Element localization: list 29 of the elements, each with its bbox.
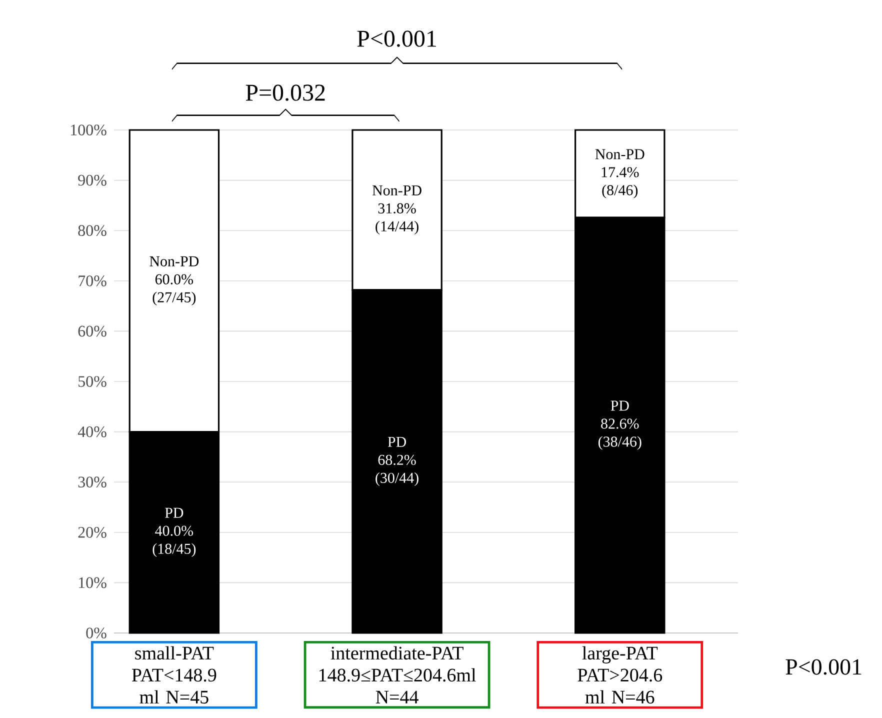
y-tick-label: 50%	[78, 376, 106, 387]
x-tick-label: small-PAT PAT<148.9 ml N=45	[132, 646, 216, 704]
data-label: 31.8% (14/44)	[376, 203, 418, 234]
y-tick-label: 70%	[78, 275, 106, 286]
y-tick-label: 80%	[78, 225, 106, 236]
text: Non-PD	[150, 256, 199, 266]
text: P<0.001	[786, 659, 862, 675]
y-tick-label: 60%	[78, 326, 106, 337]
y-tick-label: 40%	[78, 426, 106, 438]
text: P=0.032	[246, 84, 325, 101]
series-label: Non-PD	[595, 149, 644, 160]
text: PD	[388, 436, 406, 447]
data-label: 68.2% (30/44)	[376, 454, 418, 486]
x-tick-label: intermediate-PAT 148.9≤PAT≤204.6ml N=44	[319, 646, 476, 704]
y-tick-label: 0%	[86, 628, 106, 638]
data-label: 82.6% (38/46)	[598, 418, 642, 450]
y-tick-label: 10%	[79, 577, 106, 588]
data-label: 40.0% (18/45)	[152, 526, 196, 557]
data-label: 17.4% (8/46)	[602, 167, 639, 198]
series-label: PD	[165, 508, 184, 518]
y-tick-label: 30%	[78, 476, 106, 488]
text: P<0.001	[357, 30, 436, 47]
data-label: 60.0% (27/45)	[152, 274, 196, 306]
y-tick-label: 20%	[78, 526, 106, 538]
text: PD	[610, 400, 629, 411]
y-tick-label: 90%	[78, 174, 106, 186]
x-tick-label: large-PAT PAT>204.6 ml N=46	[578, 646, 662, 704]
text: Non-PD	[372, 185, 422, 196]
y-tick-label: 100%	[71, 124, 106, 136]
